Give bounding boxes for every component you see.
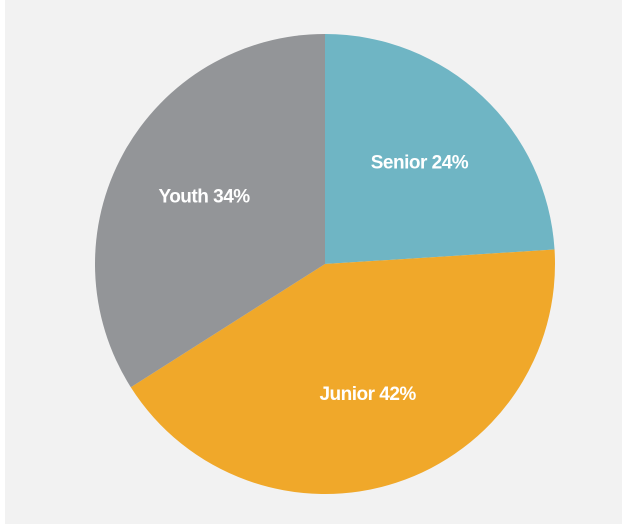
slice-value: 24%	[432, 152, 469, 173]
slice-label: Senior 24%	[371, 152, 469, 173]
chart: Senior 24% Junior 42% Youth 34%	[0, 0, 622, 524]
slice-category: Youth	[158, 187, 208, 208]
slice-label: Junior 42%	[319, 384, 416, 405]
slice-label: Youth 34%	[158, 187, 250, 208]
slice-category: Senior	[371, 152, 428, 173]
slice-value: 42%	[379, 384, 416, 405]
slice-value: 34%	[213, 187, 250, 208]
slice-category: Junior	[319, 384, 375, 405]
